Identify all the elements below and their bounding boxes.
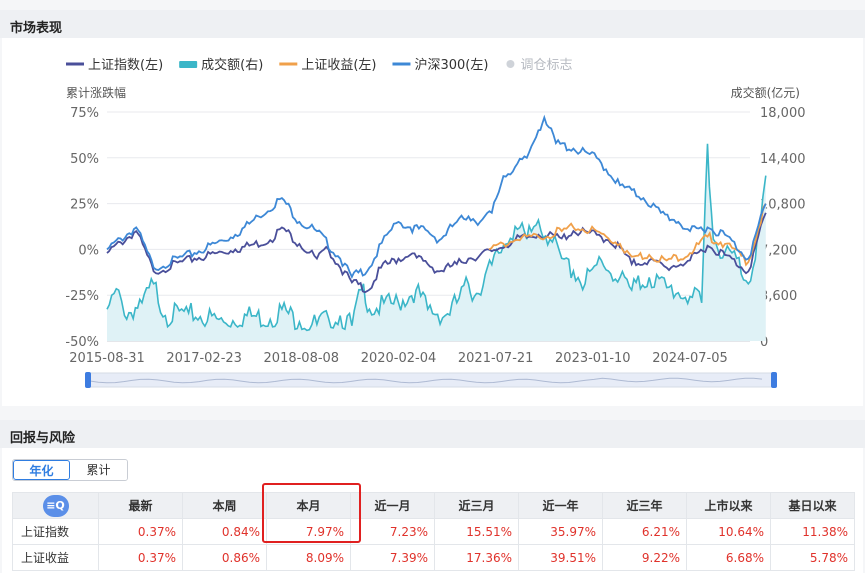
- period-toggle: 年化 累计: [12, 459, 128, 481]
- y-left-tick-label: 0%: [78, 243, 99, 258]
- y-left-tick-label: 25%: [70, 198, 99, 213]
- table-cell: 7.23%: [350, 518, 435, 545]
- legend-label: 成交额(右): [201, 57, 263, 73]
- return-table: ≡Q 最新 本周 本月 近一月 近三月 近一年 近三年 上市以来 基日以来 上证…: [12, 492, 855, 571]
- legend-label: 上证收益(左): [301, 58, 376, 73]
- y-right-tick-label: 7,200: [760, 243, 797, 258]
- y-right-tick-label: 18,000: [760, 106, 806, 121]
- col-header: 近一年: [518, 492, 603, 519]
- market-section-title: 市场表现: [10, 21, 63, 36]
- table-row: 上证收益 0.37% 0.86% 8.09% 7.39% 17.36% 39.5…: [12, 544, 855, 571]
- range-slider-track[interactable]: [87, 372, 775, 388]
- table-cell: 11.38%: [770, 518, 855, 545]
- y-left-tick-label: -25%: [65, 289, 99, 304]
- table-cell: 7.39%: [350, 544, 435, 571]
- legend-marker: [179, 61, 198, 68]
- table-cell: 0.84%: [182, 518, 267, 545]
- col-header: 最新: [98, 492, 183, 519]
- y-right-tick-label: 3,600: [760, 289, 797, 304]
- legend-marker: [506, 60, 515, 68]
- series-line-csi300: [106, 114, 767, 280]
- col-header: 近一月: [350, 492, 435, 519]
- risk-section-title: 回报与风险: [10, 431, 76, 446]
- col-header: 近三年: [602, 492, 687, 519]
- legend-label: 沪深300(左): [414, 57, 488, 73]
- table-cell: 15.51%: [434, 518, 519, 545]
- legend-label: 上证指数(左): [88, 58, 163, 73]
- table-cell: 5.78%: [770, 544, 855, 571]
- range-slider-left-handle[interactable]: [85, 372, 91, 388]
- col-header: 基日以来: [770, 492, 855, 519]
- y-right-tick-label: 14,400: [760, 152, 806, 167]
- table-cell: 9.22%: [602, 544, 687, 571]
- table-cell: 0.86%: [182, 544, 267, 571]
- row-name: 上证收益: [12, 544, 99, 571]
- table-cell: 6.68%: [686, 544, 771, 571]
- legend-item[interactable]: 沪深300(左): [392, 57, 488, 73]
- table-settings-cell: ≡Q: [12, 492, 99, 519]
- table-cell: 17.36%: [434, 544, 519, 571]
- x-tick-label: 2024-07-05: [652, 351, 728, 366]
- y-left-tick-label: 75%: [70, 106, 99, 121]
- legend-item[interactable]: 成交额(右): [179, 57, 263, 73]
- market-section-header: 市场表现: [0, 10, 865, 38]
- table-cell: 35.97%: [518, 518, 603, 545]
- legend-label: 调仓标志: [520, 58, 572, 73]
- risk-section-header: 回报与风险: [0, 420, 865, 448]
- legend-item[interactable]: 上证收益(左): [279, 58, 376, 73]
- series-line-turnover: [106, 143, 767, 332]
- table-cell: 8.09%: [266, 544, 351, 571]
- y-right-tick-label: 0: [760, 335, 768, 350]
- x-tick-label: 2021-07-21: [458, 351, 534, 366]
- market-chart-panel: [2, 38, 863, 406]
- legend-item[interactable]: 上证指数(左): [66, 58, 163, 73]
- x-tick-label: 2018-08-08: [264, 351, 340, 366]
- y-left-axis-title: 累计涨跌幅: [66, 85, 126, 100]
- y-right-tick-label: 10,800: [760, 198, 806, 213]
- y-left-tick-label: 50%: [70, 152, 99, 167]
- table-row: 上证指数 0.37% 0.84% 7.97% 7.23% 15.51% 35.9…: [12, 518, 855, 545]
- col-header: 本月: [266, 492, 351, 519]
- x-tick-label: 2020-02-04: [361, 351, 437, 366]
- y-right-axis-title: 成交额(亿元): [731, 85, 800, 100]
- table-cell: 0.37%: [98, 518, 183, 545]
- table-cell: 7.97%: [266, 518, 351, 545]
- highlight-box-this-month: [262, 483, 361, 543]
- col-header: 近三月: [434, 492, 519, 519]
- tab-annualized[interactable]: 年化: [13, 460, 70, 480]
- col-header: 上市以来: [686, 492, 771, 519]
- col-header: 本周: [182, 492, 267, 519]
- range-slider-preview: [89, 377, 763, 384]
- series-area-turnover: [107, 143, 766, 341]
- table-cell: 0.37%: [98, 544, 183, 571]
- table-settings-icon[interactable]: ≡Q: [42, 494, 69, 517]
- table-cell: 10.64%: [686, 518, 771, 545]
- row-name: 上证指数: [12, 518, 99, 545]
- y-left-tick-label: -50%: [65, 335, 99, 350]
- x-tick-label: 2015-08-31: [69, 351, 145, 366]
- series-line-sse-return: [488, 203, 767, 267]
- x-tick-label: 2017-02-23: [166, 351, 242, 366]
- table-cell: 6.21%: [602, 518, 687, 545]
- series-line-sse-index: [106, 212, 767, 294]
- range-slider-right-handle[interactable]: [771, 372, 777, 388]
- tab-cumulative[interactable]: 累计: [70, 460, 127, 480]
- legend-item[interactable]: 调仓标志: [506, 58, 572, 73]
- table-cell: 39.51%: [518, 544, 603, 571]
- x-tick-label: 2023-01-10: [555, 351, 631, 366]
